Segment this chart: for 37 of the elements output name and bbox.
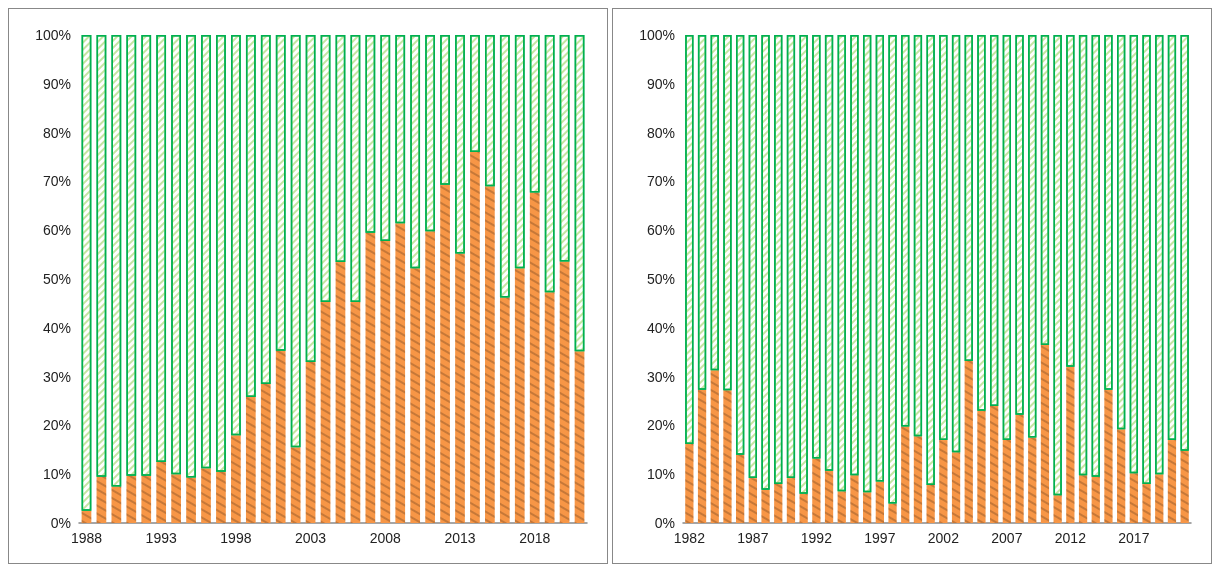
y-tick-label: 80% [42, 124, 71, 141]
x-tick-label: 1997 [864, 530, 896, 546]
x-tick-label: 1987 [737, 530, 769, 546]
y-tick-label: 50% [42, 271, 71, 287]
y-tick-label: 70% [646, 173, 675, 190]
y-tick-label: 10% [646, 466, 675, 483]
y-tick-label: 70% [42, 173, 71, 190]
x-tick-label: 1982 [673, 530, 706, 546]
y-tick-label: 40% [42, 319, 71, 336]
y-tick-label: 10% [42, 466, 71, 483]
x-tick-label: 1988 [70, 530, 103, 546]
x-tick-label: 2003 [295, 530, 327, 546]
y-tick-label: 0% [50, 515, 71, 531]
x-tick-label: 2008 [369, 530, 402, 546]
y-tick-label: 100% [639, 27, 675, 43]
x-tick-label: 1992 [800, 530, 833, 546]
x-tick-label: 2013 [444, 530, 476, 546]
x-tick-label: 2007 [991, 530, 1023, 546]
x-tick-label: 2017 [1118, 530, 1150, 546]
y-tick-label: 60% [42, 222, 71, 239]
y-tick-label: 80% [646, 124, 675, 141]
y-tick-label: 50% [646, 271, 675, 287]
x-tick-label: 2002 [927, 530, 960, 546]
y-tick-label: 0% [654, 515, 675, 531]
x-tick-label: 1998 [220, 530, 252, 546]
y-tick-label: 90% [42, 75, 71, 92]
x-tick-label: 2018 [519, 530, 551, 546]
y-tick-label: 40% [646, 319, 675, 336]
y-tick-label: 60% [646, 222, 675, 239]
y-tick-label: 30% [42, 368, 71, 385]
y-tick-label: 20% [42, 417, 71, 434]
x-tick-label: 1993 [145, 530, 177, 546]
x-tick-label: 2012 [1054, 530, 1087, 546]
y-tick-label: 30% [646, 368, 675, 385]
y-tick-label: 20% [646, 417, 675, 434]
y-tick-label: 90% [646, 75, 675, 92]
y-tick-label: 100% [35, 27, 71, 43]
